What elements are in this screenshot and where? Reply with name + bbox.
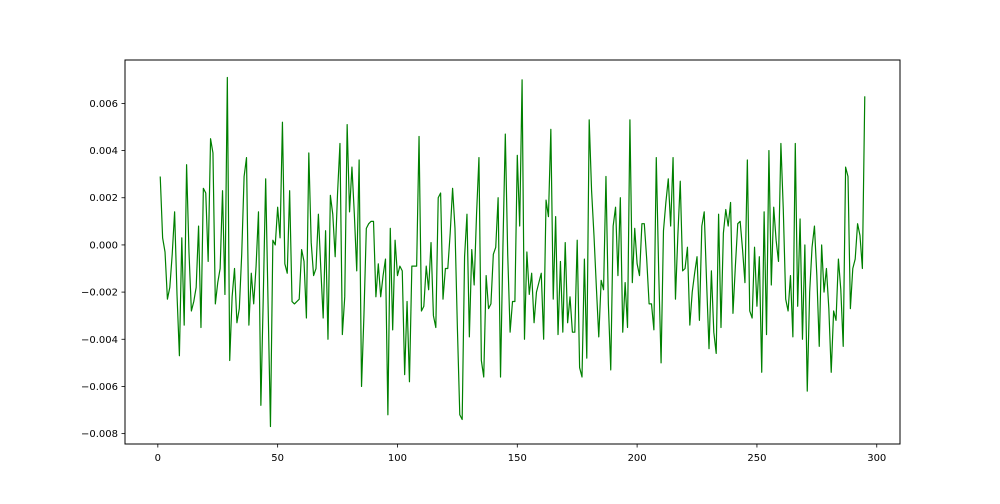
x-axis: 0 50 100 150 200 250 300	[155, 444, 886, 464]
series-layer	[159, 76, 866, 428]
y-tick-label: −0.002	[81, 288, 118, 299]
y-tick-label: 0.002	[89, 193, 118, 204]
y-tick-label: 0.006	[89, 99, 118, 110]
plot-frame	[124, 59, 901, 445]
x-tick-label: 300	[867, 453, 886, 464]
x-tick-label: 250	[747, 453, 766, 464]
series-line	[159, 76, 866, 428]
x-tick-label: 150	[508, 453, 527, 464]
y-tick-label: −0.004	[81, 335, 118, 346]
x-tick-label: 50	[271, 453, 284, 464]
x-tick-label: 200	[628, 453, 647, 464]
y-tick-label: −0.008	[81, 429, 118, 440]
y-tick-label: 0.004	[89, 146, 118, 157]
y-axis: −0.008 −0.006 −0.004 −0.002 0.000 0.002 0.004 0…	[81, 99, 125, 440]
y-tick-label: 0.000	[89, 240, 118, 251]
y-tick-label: −0.006	[81, 382, 118, 393]
x-tick-label: 100	[388, 453, 407, 464]
x-tick-label: 0	[155, 453, 161, 464]
